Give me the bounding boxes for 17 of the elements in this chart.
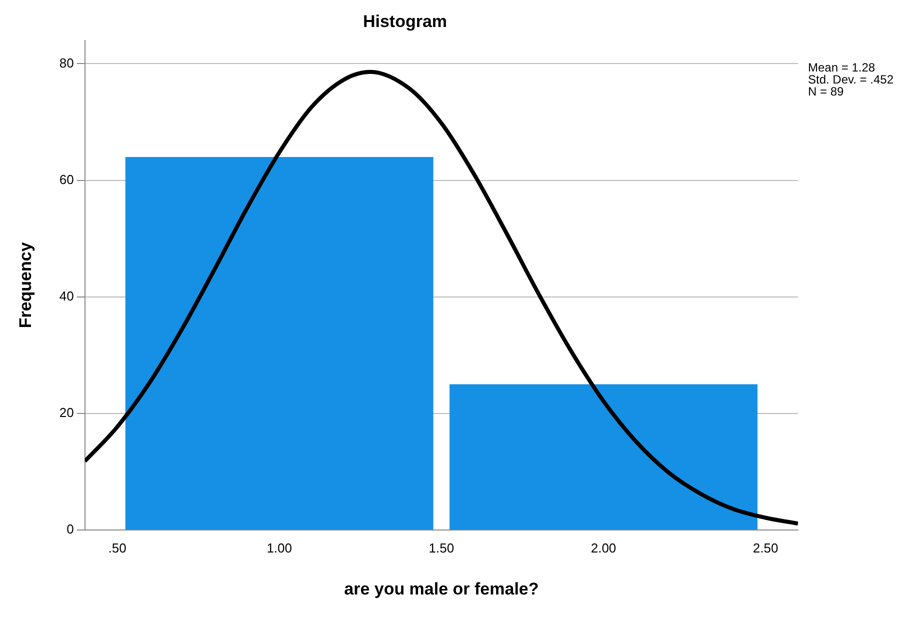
- y-tick-label: 0: [66, 522, 74, 537]
- y-axis-title: Frequency: [16, 242, 35, 328]
- text: Mean = 1.28: [808, 60, 876, 75]
- text: Std. Dev. = .452: [808, 72, 894, 87]
- y-tick-label: 60: [59, 172, 74, 187]
- x-tick-label: 1.00: [266, 540, 292, 556]
- y-tick-label: 40: [59, 288, 74, 304]
- text: N = 89: [808, 84, 844, 99]
- x-tick-label: 1.50: [428, 540, 454, 556]
- x-tick-label: .50: [108, 540, 126, 556]
- line-series: [84, 70, 798, 526]
- x-axis-title: are you male or female?: [344, 579, 539, 598]
- x-tick-label: 2.50: [752, 540, 778, 556]
- chart-title: Histogram: [362, 12, 448, 31]
- y-tick-label: 80: [59, 55, 74, 70]
- y-tick-label: 20: [59, 405, 74, 420]
- x-tick-label: 2.00: [590, 540, 616, 556]
